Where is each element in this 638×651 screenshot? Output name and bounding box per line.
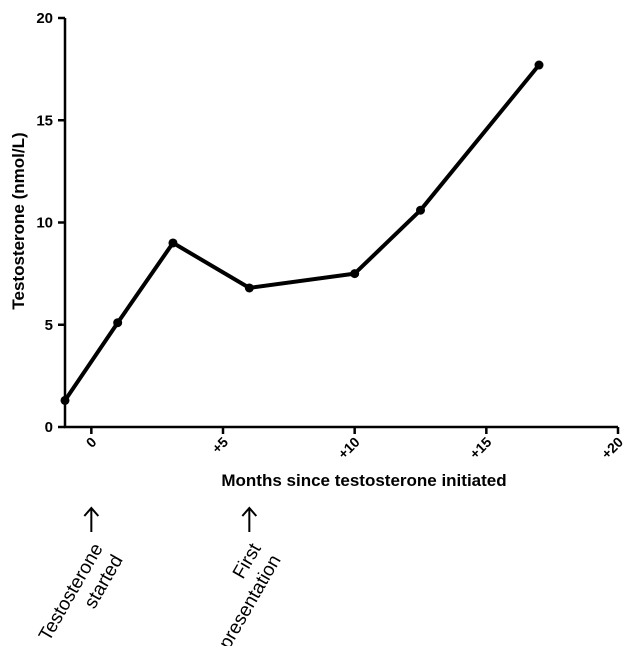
y-tick-label: 5: [45, 317, 53, 334]
x-tick-label: +20: [598, 434, 626, 462]
data-point: [168, 238, 178, 248]
annotation-arrow-head: [241, 506, 258, 517]
annotation: Firstpresentation: [195, 506, 286, 651]
series-line: [63, 63, 541, 403]
data-point: [534, 60, 544, 70]
x-axis-title: Months since testosterone initiated: [221, 471, 506, 490]
axes: [63, 18, 618, 429]
axis-ticks: 0 5 10 15 20 0 +5 +10 +15 +20: [36, 10, 626, 462]
annotation: Testosteronestarted: [35, 506, 128, 646]
annotations: Testosteronestarted Firstpresentation: [35, 506, 286, 651]
x-tick-label: +5: [209, 434, 232, 457]
annotation-arrow-head: [83, 506, 100, 517]
data-point: [416, 205, 425, 215]
y-tick-label: 15: [36, 112, 53, 129]
x-tick-label: +10: [335, 434, 363, 462]
data-point: [244, 283, 254, 293]
annotation-label: Testosteronestarted: [35, 540, 128, 646]
y-tick-label: 20: [36, 10, 53, 27]
y-tick-label: 10: [36, 215, 53, 232]
y-tick-label: 0: [45, 419, 53, 436]
annotation-label: Firstpresentation: [195, 539, 286, 646]
data-point: [350, 269, 360, 279]
data-point: [60, 395, 70, 405]
data-series: [60, 60, 544, 405]
x-tick-label: 0: [83, 434, 100, 451]
x-tick-label: +15: [466, 434, 494, 462]
y-axis-title: Testosterone (nmol/L): [9, 132, 28, 309]
data-point: [113, 318, 123, 328]
